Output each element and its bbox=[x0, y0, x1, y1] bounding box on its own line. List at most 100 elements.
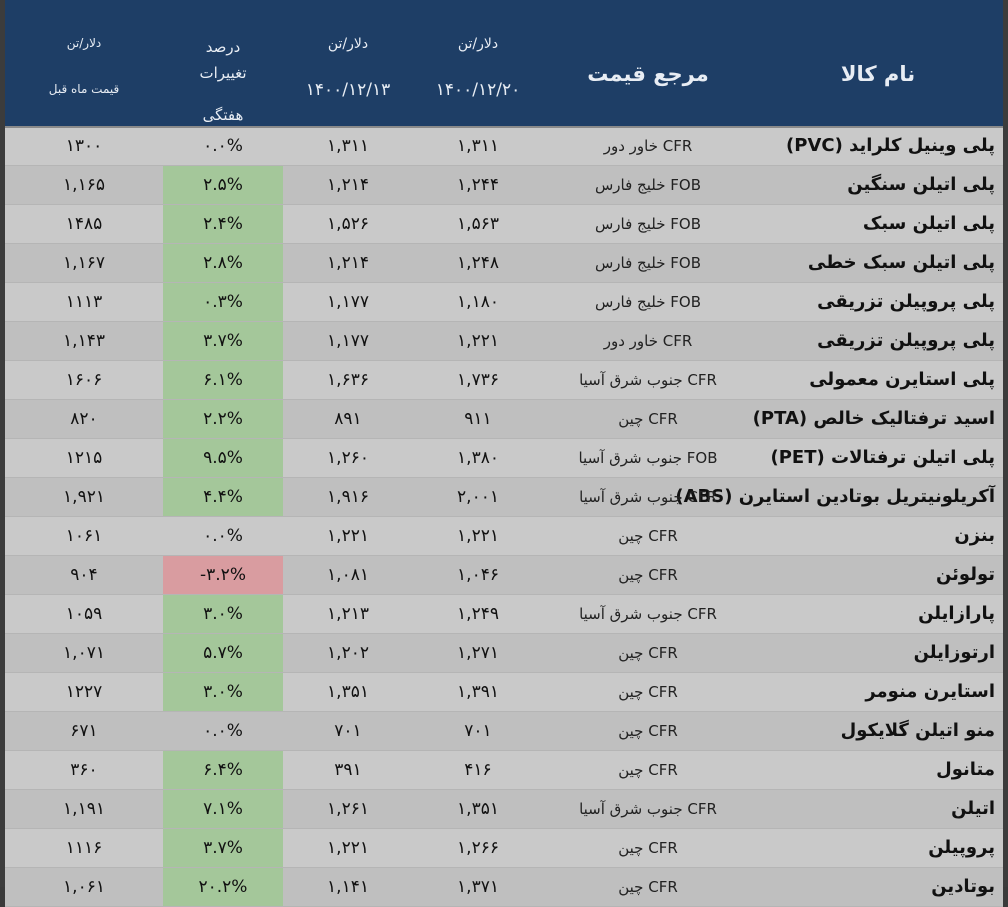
table-row: منو اتیلن گلایکول CFR چین ۷۰۱ ۷۰۱ ۰.۰% ۶۷۱ bbox=[5, 712, 1003, 751]
weekly-change-cell: ۰.۳% bbox=[163, 283, 283, 321]
weekly-change-cell: ۲.۸% bbox=[163, 244, 283, 282]
price-reference-cell: CFR چین bbox=[618, 566, 678, 584]
current-price-cell: ۱,۲۲۱ bbox=[457, 331, 499, 351]
current-price-cell: ۱,۳۷۱ bbox=[457, 877, 499, 897]
commodity-name-cell: پلی استایرن معمولی bbox=[809, 369, 995, 390]
price-reference-cell: CFR چین bbox=[618, 878, 678, 896]
current-price-cell: ۱,۳۱۱ bbox=[457, 136, 499, 156]
current-price-cell: ۷۰۱ bbox=[464, 721, 492, 741]
header-chg-line1: درصد bbox=[205, 38, 241, 56]
previous-price-cell: ۱,۲۱۴ bbox=[327, 253, 369, 273]
commodity-name-cell: پلی اتیلن سبک خطی bbox=[807, 252, 995, 273]
table-row: پلی وینیل کلراید (PVC) CFR خاور دور ۱,۳۱۱ ۱… bbox=[5, 127, 1003, 166]
price-table: نام کالا مرجع قیمت دلار/تن ۱۴۰۰/۱۲/۲۰ دل… bbox=[5, 0, 1003, 907]
table-row: ارتوزایلن CFR چین ۱,۲۷۱ ۱,۲۰۲ ۵.۷% ۱,۰۷۱ bbox=[5, 634, 1003, 673]
last-month-price-cell: ۱۴۸۵ bbox=[65, 214, 103, 234]
previous-price-cell: ۸۹۱ bbox=[334, 409, 362, 429]
weekly-change-cell: ۴.۴% bbox=[163, 478, 283, 516]
last-month-price-cell: ۳۶۰ bbox=[70, 760, 98, 780]
previous-price-cell: ۱,۲۲۱ bbox=[327, 838, 369, 858]
weekly-change-cell: ۳.۷% bbox=[163, 322, 283, 360]
last-month-price-cell: ۱۰۶۱ bbox=[65, 526, 103, 546]
previous-price-cell: ۱,۲۶۱ bbox=[327, 799, 369, 819]
header-commodity-name: نام کالا bbox=[753, 0, 1003, 126]
commodity-name-cell: پلی اتیلن سنگین bbox=[847, 174, 995, 195]
header-name-label: نام کالا bbox=[840, 62, 916, 86]
weekly-change-cell: ۰.۰% bbox=[203, 526, 243, 546]
weekly-change-cell: ۶.۱% bbox=[163, 361, 283, 399]
table-row: پلی اتیلن سنگین FOB خلیج فارس ۱,۲۴۴ ۱,۲۱۴ ۲.… bbox=[5, 166, 1003, 205]
last-month-price-cell: ۱,۰۶۱ bbox=[63, 877, 105, 897]
price-reference-cell: CFR جنوب شرق آسیا bbox=[579, 605, 717, 623]
previous-price-cell: ۱,۱۴۱ bbox=[327, 877, 369, 897]
weekly-change-cell: ۲.۴% bbox=[163, 205, 283, 243]
table-body: پلی وینیل کلراید (PVC) CFR خاور دور ۱,۳۱۱ ۱… bbox=[5, 127, 1003, 907]
header-cur-unit: دلار/تن bbox=[457, 36, 499, 52]
current-price-cell: ۱,۲۴۴ bbox=[457, 175, 499, 195]
price-reference-cell: FOB خلیج فارس bbox=[594, 254, 701, 272]
previous-price-cell: ۱,۲۱۴ bbox=[327, 175, 369, 195]
previous-price-cell: ۱,۱۷۷ bbox=[327, 331, 369, 351]
previous-price-cell: ۱,۲۱۳ bbox=[327, 604, 369, 624]
previous-price-cell: ۱,۱۷۷ bbox=[327, 292, 369, 312]
previous-price-cell: ۱,۵۲۶ bbox=[327, 214, 369, 234]
last-month-price-cell: ۹۰۴ bbox=[70, 565, 98, 585]
commodity-name-cell: بوتادین bbox=[931, 876, 995, 897]
weekly-change-cell: ۳.۰% bbox=[163, 673, 283, 711]
price-reference-cell: CFR خاور دور bbox=[603, 332, 693, 350]
last-month-price-cell: ۱,۱۶۷ bbox=[63, 253, 105, 273]
weekly-change-cell: ۰.۰% bbox=[203, 721, 243, 741]
commodity-name-cell: اتیلن bbox=[951, 798, 995, 819]
price-reference-cell: FOB خلیج فارس bbox=[594, 215, 701, 233]
price-reference-cell: CFR چین bbox=[618, 839, 678, 857]
commodity-name-cell: استایرن منومر bbox=[865, 681, 995, 702]
table-row: بنزن CFR چین ۱,۲۲۱ ۱,۲۲۱ ۰.۰% ۱۰۶۱ bbox=[5, 517, 1003, 556]
commodity-name-cell: پارازایلن bbox=[918, 603, 995, 624]
table-row: اتیلن CFR جنوب شرق آسیا ۱,۳۵۱ ۱,۲۶۱ ۷.۱% ۱,۱۹… bbox=[5, 790, 1003, 829]
price-reference-cell: FOB خلیج فارس bbox=[594, 176, 701, 194]
current-price-cell: ۱,۳۵۱ bbox=[457, 799, 499, 819]
weekly-change-cell: ۲.۵% bbox=[163, 166, 283, 204]
header-weekly-change: درصد تغییرات هفتگی bbox=[163, 0, 283, 126]
header-last-month-price: دلار/تن قیمت ماه قبل bbox=[5, 0, 163, 126]
table-row: آکریلونیتریل بوتادین استایرن (ABS) CFR جن… bbox=[5, 478, 1003, 517]
last-month-price-cell: ۶۷۱ bbox=[70, 721, 98, 741]
price-reference-cell: CFR جنوب شرق آسیا bbox=[579, 800, 717, 818]
previous-price-cell: ۱,۳۱۱ bbox=[327, 136, 369, 156]
previous-price-cell: ۱,۳۵۱ bbox=[327, 682, 369, 702]
commodity-name-cell: پلی وینیل کلراید (PVC) bbox=[786, 135, 995, 156]
table-row: اسید ترفتالیک خالص (PTA) CFR چین ۹۱۱ ۸۹۱ ۲.۲… bbox=[5, 400, 1003, 439]
last-month-price-cell: ۱۱۱۳ bbox=[65, 292, 103, 312]
header-ref-label: مرجع قیمت bbox=[587, 62, 709, 86]
previous-price-cell: ۱,۹۱۶ bbox=[327, 487, 369, 507]
table-row: پارازایلن CFR جنوب شرق آسیا ۱,۲۴۹ ۱,۲۱۳ ۳.۰%… bbox=[5, 595, 1003, 634]
last-month-price-cell: ۱,۱۹۱ bbox=[63, 799, 105, 819]
previous-price-cell: ۱,۲۲۱ bbox=[327, 526, 369, 546]
header-previous-price: دلار/تن ۱۴۰۰/۱۲/۱۳ bbox=[283, 0, 413, 126]
previous-price-cell: ۱,۰۸۱ bbox=[327, 565, 369, 585]
table-row: استایرن منومر CFR چین ۱,۳۹۱ ۱,۳۵۱ ۳.۰% ۱۲۲۷ bbox=[5, 673, 1003, 712]
commodity-name-cell: پروپیلن bbox=[928, 837, 995, 858]
current-price-cell: ۱,۲۴۸ bbox=[457, 253, 499, 273]
last-month-price-cell: ۱,۱۶۵ bbox=[63, 175, 105, 195]
current-price-cell: ۱,۲۷۱ bbox=[457, 643, 499, 663]
table-row: تولوئن CFR چین ۱,۰۴۶ ۱,۰۸۱ -۳.۲% ۹۰۴ bbox=[5, 556, 1003, 595]
commodity-name-cell: ارتوزایلن bbox=[913, 642, 995, 663]
price-reference-cell: CFR چین bbox=[618, 722, 678, 740]
commodity-name-cell: پلی پروپیلن تزریقی bbox=[817, 291, 995, 312]
header-month-unit: دلار/تن bbox=[66, 36, 102, 50]
last-month-price-cell: ۱,۹۲۱ bbox=[63, 487, 105, 507]
current-price-cell: ۱,۲۴۹ bbox=[457, 604, 499, 624]
weekly-change-cell: ۵.۷% bbox=[163, 634, 283, 672]
header-current-price: دلار/تن ۱۴۰۰/۱۲/۲۰ bbox=[413, 0, 543, 126]
weekly-change-cell: ۹.۵% bbox=[163, 439, 283, 477]
last-month-price-cell: ۱۱۱۶ bbox=[65, 838, 103, 858]
current-price-cell: ۴۱۶ bbox=[464, 760, 492, 780]
table-row: متانول CFR چین ۴۱۶ ۳۹۱ ۶.۴% ۳۶۰ bbox=[5, 751, 1003, 790]
price-reference-cell: CFR چین bbox=[618, 410, 678, 428]
weekly-change-cell: ۳.۷% bbox=[163, 829, 283, 867]
weekly-change-cell: ۳.۰% bbox=[163, 595, 283, 633]
header-chg-line3: هفتگی bbox=[202, 106, 244, 124]
price-reference-cell: FOB جنوب شرق آسیا bbox=[578, 449, 718, 467]
table-header: نام کالا مرجع قیمت دلار/تن ۱۴۰۰/۱۲/۲۰ دل… bbox=[5, 0, 1003, 128]
